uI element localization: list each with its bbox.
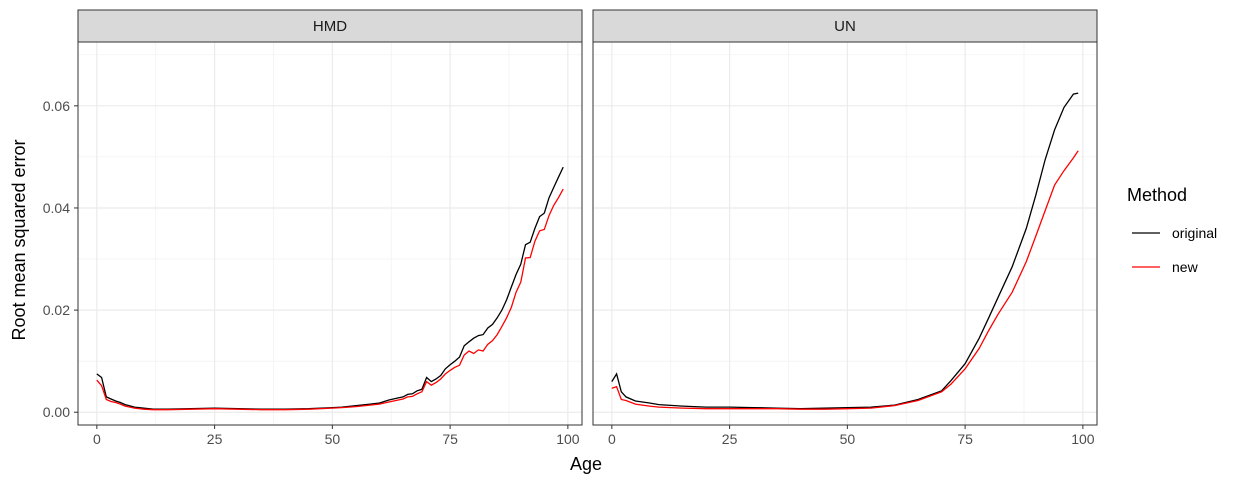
legend-title: Method: [1127, 185, 1187, 205]
y-tick-label: 0.02: [43, 302, 70, 318]
x-tick-label: 25: [207, 431, 223, 447]
panel-background: [593, 42, 1097, 425]
x-tick-label: 0: [93, 431, 101, 447]
series-line-new: [96, 188, 564, 411]
panel-border: [77, 41, 583, 426]
panel-strip: [592, 9, 1098, 43]
panel-strip-label: UN: [834, 18, 856, 35]
y-tick-label: 0.04: [43, 200, 70, 216]
panel-border: [592, 41, 1098, 426]
x-axis-title: Age: [570, 454, 602, 474]
x-tick-label: 75: [957, 431, 973, 447]
x-tick-label: 100: [1071, 431, 1095, 447]
x-tick-label: 50: [325, 431, 341, 447]
x-tick-label: 0: [608, 431, 616, 447]
x-tick-label: 100: [556, 431, 580, 447]
x-tick-label: 50: [840, 431, 856, 447]
legend-label-original: original: [1172, 225, 1217, 241]
x-tick-label: 25: [722, 431, 738, 447]
panel-background: [78, 42, 582, 425]
y-tick-label: 0.06: [43, 98, 70, 114]
panel-hmd: HMD 0 25 50 75 100 0.00 0.02 0.04 0.06: [43, 9, 583, 447]
y-tick-label: 0.00: [43, 404, 70, 420]
legend-label-new: new: [1172, 259, 1199, 275]
panel-strip-label: HMD: [313, 18, 347, 35]
series-line-original: [611, 92, 1079, 410]
panel-un: UN 0 25 50 75 100: [592, 9, 1098, 447]
legend: Method original new: [1127, 185, 1217, 275]
y-axis-title: Root mean squared error: [9, 139, 29, 340]
panel-strip: [77, 9, 583, 43]
x-tick-label: 75: [442, 431, 458, 447]
series-line-new: [611, 150, 1079, 410]
